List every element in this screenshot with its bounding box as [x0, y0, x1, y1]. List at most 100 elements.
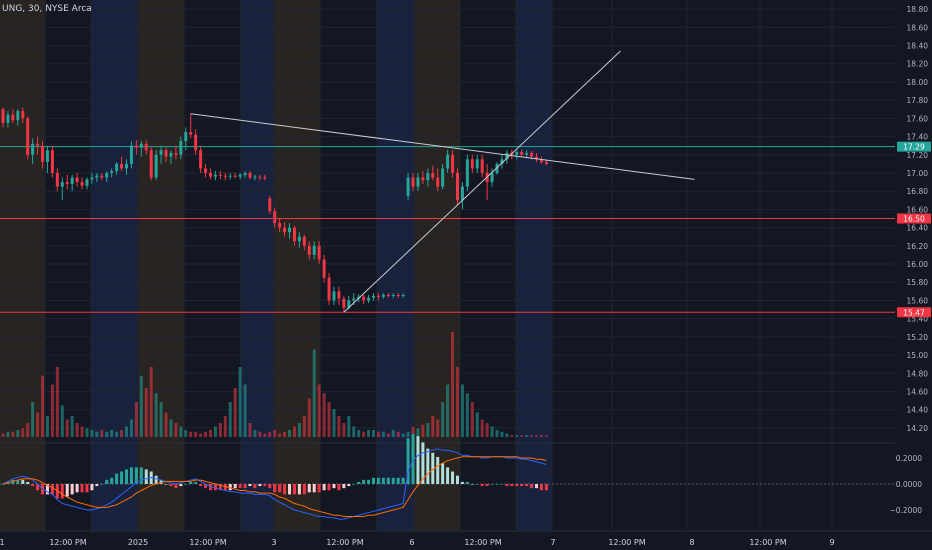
macd-histogram-bar — [401, 477, 405, 484]
macd-histogram-bar — [357, 481, 361, 484]
volume-bar — [426, 423, 430, 437]
candle-body — [243, 172, 247, 175]
candle-body — [362, 296, 366, 301]
candle-body — [297, 236, 301, 242]
price-tick-label: 16.40 — [907, 224, 929, 233]
trendline[interactable] — [190, 113, 695, 180]
volume-bar — [100, 430, 104, 437]
price-tick-label: 16.20 — [907, 242, 929, 251]
price-badge-label: 15.47 — [903, 308, 925, 317]
volume-bar — [41, 375, 45, 437]
candle-body — [26, 118, 30, 155]
candle-body — [100, 175, 104, 178]
price-tick-label: 17.20 — [907, 151, 929, 160]
candle-body — [1, 109, 5, 123]
candle-body — [253, 176, 257, 178]
trendlines[interactable] — [190, 50, 695, 313]
macd-histogram-bar — [352, 484, 356, 485]
macd-histogram-bar — [322, 484, 326, 491]
volume-bar — [16, 430, 20, 437]
candle-body — [16, 111, 20, 121]
candle-body — [451, 154, 455, 173]
macd-histogram-bar — [505, 484, 509, 487]
volume-bar — [129, 419, 133, 437]
macd-histogram-bar — [253, 484, 257, 489]
price-tick-label: 16.60 — [907, 205, 929, 214]
time-axis[interactable]: 1 12:00 PM 2025 12:00 PM 3 12:00 PM 6 12:00 PM 7… — [0, 530, 932, 550]
candle-body — [149, 150, 153, 178]
candle-body — [500, 159, 504, 164]
macd-histogram-bar — [179, 484, 183, 487]
price-tick-label: 18.00 — [907, 78, 929, 87]
volume-bar — [273, 430, 277, 437]
volume-bar — [416, 428, 420, 437]
macd-histogram-bar — [31, 484, 35, 487]
macd-histogram-bar — [268, 484, 272, 489]
volume-bar — [500, 431, 504, 437]
volume-bar — [475, 412, 479, 437]
macd-histogram-bar — [278, 484, 282, 493]
macd-histogram-bar — [50, 484, 54, 495]
candle-body — [134, 145, 138, 148]
volume-bar — [352, 426, 356, 437]
candle-body — [460, 186, 464, 201]
volume-bar — [21, 428, 25, 437]
macd-histogram-bar — [485, 484, 489, 487]
macd-tick-label: 0.2000 — [896, 454, 922, 463]
volume-bar — [322, 393, 326, 437]
price-tick-label: 15.80 — [907, 278, 929, 287]
macd-histogram-bar — [342, 484, 346, 489]
price-badge — [897, 213, 931, 224]
price-tick-label: 18.20 — [907, 60, 929, 69]
candle-body — [332, 291, 336, 301]
price-badge — [897, 141, 931, 152]
volume-bar — [362, 431, 366, 437]
volume-bar — [288, 430, 292, 437]
macd-histogram-bar — [85, 484, 89, 493]
candle-body — [164, 150, 168, 157]
macd-histogram-bar — [451, 471, 455, 484]
candle-body — [125, 163, 128, 169]
price-levels — [0, 146, 895, 313]
candle-body — [213, 174, 217, 177]
macd-axis[interactable]: 0.2000 0.0000 −0.2000 — [889, 454, 922, 515]
volume-bar — [525, 435, 529, 437]
macd-histogram-bar — [302, 484, 306, 495]
macd-histogram-bar — [292, 484, 296, 495]
price-tick-label: 16.00 — [907, 260, 929, 269]
price-tick-label: 17.00 — [907, 169, 929, 178]
price-tick-label: 14.80 — [907, 369, 929, 378]
candle-body — [539, 159, 543, 163]
trendline[interactable] — [343, 50, 621, 313]
macd-histogram-bar — [500, 484, 504, 485]
candle-body — [21, 111, 25, 119]
candle-body — [110, 171, 114, 173]
volume-bar — [248, 423, 252, 437]
macd-histogram-bar — [347, 484, 351, 487]
volume-bar — [530, 435, 534, 437]
volume-bar — [149, 367, 153, 437]
candle-body — [45, 150, 49, 163]
volume-bar — [490, 426, 494, 437]
macd-histogram-bar — [110, 477, 114, 484]
candle-body — [426, 172, 430, 181]
macd-tick-label: −0.2000 — [889, 506, 922, 515]
candle-body — [278, 223, 282, 228]
volume-bar — [125, 426, 128, 437]
candle-body — [470, 159, 474, 169]
macd-histogram-bar — [391, 477, 395, 484]
macd-histogram-bar — [332, 484, 336, 489]
price-axis[interactable]: 14.20 14.40 14.60 14.80 15.00 15.20 15.40 15.60… — [907, 5, 929, 433]
candles — [1, 107, 548, 313]
volume-bar — [253, 430, 257, 437]
macd-histogram-bar — [218, 484, 222, 491]
grid-lines — [0, 0, 895, 530]
macd-histogram-bar — [70, 484, 74, 495]
macd-histogram-bar — [263, 484, 267, 487]
macd-histogram-bar — [144, 469, 148, 484]
session-band — [241, 0, 274, 550]
candle-body — [352, 298, 356, 301]
volume-bar — [535, 435, 539, 437]
